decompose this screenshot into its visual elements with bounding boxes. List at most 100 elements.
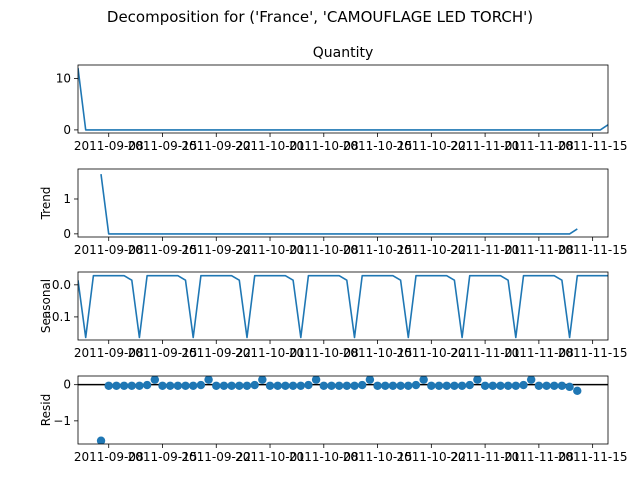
resid-point bbox=[96, 436, 106, 444]
seasonal-xtick-label: 2011-11-15 bbox=[558, 346, 628, 360]
resid-point bbox=[434, 381, 444, 390]
quantity-data bbox=[78, 68, 608, 131]
resid-point bbox=[235, 381, 244, 390]
trend-xtick-label: 2011-10-22 bbox=[396, 243, 466, 257]
trend-xtick-label: 2011-10-01 bbox=[235, 243, 305, 257]
resid-point bbox=[173, 381, 183, 390]
seasonal-xtick-label: 2011-10-08 bbox=[289, 346, 359, 360]
quantity-xtick-label: 2011-10-15 bbox=[343, 139, 413, 153]
resid-point bbox=[457, 381, 467, 390]
resid-point bbox=[534, 381, 544, 390]
quantity-ytick-label: 0 bbox=[63, 123, 71, 137]
seasonal-xtick-label: 2011-09-08 bbox=[74, 346, 144, 360]
resid-point bbox=[480, 381, 490, 390]
resid-point bbox=[258, 376, 267, 384]
resid-point bbox=[135, 381, 144, 390]
resid-point bbox=[311, 376, 321, 384]
trend-ytick-label: 0 bbox=[63, 227, 71, 241]
resid-point bbox=[142, 380, 152, 390]
resid-axes-frame bbox=[77, 375, 609, 445]
resid-xtick-label: 2011-10-01 bbox=[235, 450, 305, 464]
resid-point bbox=[411, 380, 421, 390]
resid-point bbox=[296, 381, 305, 390]
quantity-panel: Quantity 0 10 2011-09-082011-09-152011-09-2… bbox=[56, 45, 628, 153]
resid-point bbox=[250, 380, 259, 390]
seasonal-axes-frame bbox=[77, 271, 609, 341]
seasonal-xtick-label: 2011-09-15 bbox=[128, 346, 198, 360]
resid-point bbox=[150, 376, 160, 384]
resid-point bbox=[442, 381, 451, 390]
trend-xtick-label: 2011-11-01 bbox=[450, 243, 520, 257]
trend-xtick-label: 2011-10-15 bbox=[343, 243, 413, 257]
resid-point bbox=[565, 382, 574, 392]
resid-point bbox=[419, 376, 428, 384]
resid-point bbox=[365, 376, 375, 384]
resid-point bbox=[227, 381, 236, 390]
trend-data bbox=[100, 173, 578, 235]
seasonal-xtick-label: 2011-10-22 bbox=[396, 346, 466, 360]
resid-panel: Resid0−12011-09-082011-09-152011-09-2220… bbox=[39, 375, 628, 464]
resid-xtick-label: 2011-10-08 bbox=[289, 450, 359, 464]
seasonal-xtick-label: 2011-10-01 bbox=[235, 346, 305, 360]
resid-point bbox=[158, 381, 167, 390]
quantity-axes-frame bbox=[77, 64, 609, 134]
resid-point bbox=[473, 376, 482, 384]
resid-point bbox=[427, 381, 436, 390]
resid-xtick-label: 2011-11-15 bbox=[558, 450, 628, 464]
resid-point bbox=[488, 381, 497, 390]
resid-point bbox=[358, 380, 367, 390]
quantity-title: Quantity bbox=[313, 45, 374, 61]
seasonal-ytick-label: −0.1 bbox=[42, 310, 71, 324]
seasonal-xtick-label: 2011-09-22 bbox=[181, 346, 251, 360]
trend-axes-frame bbox=[77, 168, 609, 238]
trend-xtick-label: 2011-10-08 bbox=[289, 243, 359, 257]
trend-xtick-label: 2011-09-15 bbox=[128, 243, 198, 257]
seasonal-line bbox=[78, 274, 608, 339]
resid-point bbox=[557, 381, 567, 390]
quantity-ytick-label: 10 bbox=[56, 71, 71, 85]
trend-xtick-label: 2011-09-08 bbox=[74, 243, 144, 257]
resid-point bbox=[573, 386, 582, 396]
trend-ytick-label: 1 bbox=[63, 192, 71, 206]
resid-point bbox=[288, 381, 298, 390]
resid-xtick-label: 2011-10-15 bbox=[343, 450, 413, 464]
resid-data bbox=[78, 376, 608, 444]
resid-xtick-label: 2011-11-01 bbox=[450, 450, 520, 464]
resid-point bbox=[181, 381, 190, 390]
resid-point bbox=[165, 381, 175, 390]
quantity-xtick-label: 2011-11-15 bbox=[558, 139, 628, 153]
resid-ytick-label: 0 bbox=[63, 378, 71, 392]
resid-point bbox=[388, 381, 398, 390]
resid-xtick-label: 2011-11-08 bbox=[504, 450, 574, 464]
resid-point bbox=[319, 381, 328, 390]
resid-point bbox=[511, 381, 521, 390]
seasonal-data bbox=[78, 274, 608, 339]
quantity-xtick-label: 2011-09-15 bbox=[128, 139, 198, 153]
resid-point bbox=[189, 381, 198, 390]
resid-point bbox=[496, 381, 505, 390]
resid-point bbox=[334, 381, 344, 390]
quantity-xtick-label: 2011-11-08 bbox=[504, 139, 574, 153]
resid-xtick-label: 2011-09-15 bbox=[128, 450, 198, 464]
resid-point bbox=[204, 376, 213, 384]
resid-point bbox=[327, 381, 336, 390]
resid-ytick-label: −1 bbox=[53, 414, 71, 428]
trend-ylabel: Trend bbox=[39, 187, 53, 221]
resid-point bbox=[127, 381, 136, 390]
resid-point bbox=[450, 381, 459, 390]
seasonal-xtick-label: 2011-11-01 bbox=[450, 346, 520, 360]
quantity-xtick-label: 2011-10-01 bbox=[235, 139, 305, 153]
resid-point bbox=[542, 381, 551, 390]
resid-point bbox=[519, 380, 528, 390]
resid-xtick-label: 2011-09-22 bbox=[181, 450, 251, 464]
resid-point bbox=[381, 381, 390, 390]
resid-point bbox=[526, 376, 536, 384]
resid-point bbox=[112, 381, 121, 390]
resid-point bbox=[242, 381, 252, 390]
resid-point bbox=[342, 381, 352, 390]
resid-point bbox=[265, 381, 275, 390]
resid-point bbox=[404, 381, 413, 390]
quantity-xtick-label: 2011-09-08 bbox=[74, 139, 144, 153]
seasonal-panel: Seasonal0.0−0.12011-09-082011-09-152011-… bbox=[39, 271, 628, 360]
quantity-line bbox=[78, 68, 608, 131]
